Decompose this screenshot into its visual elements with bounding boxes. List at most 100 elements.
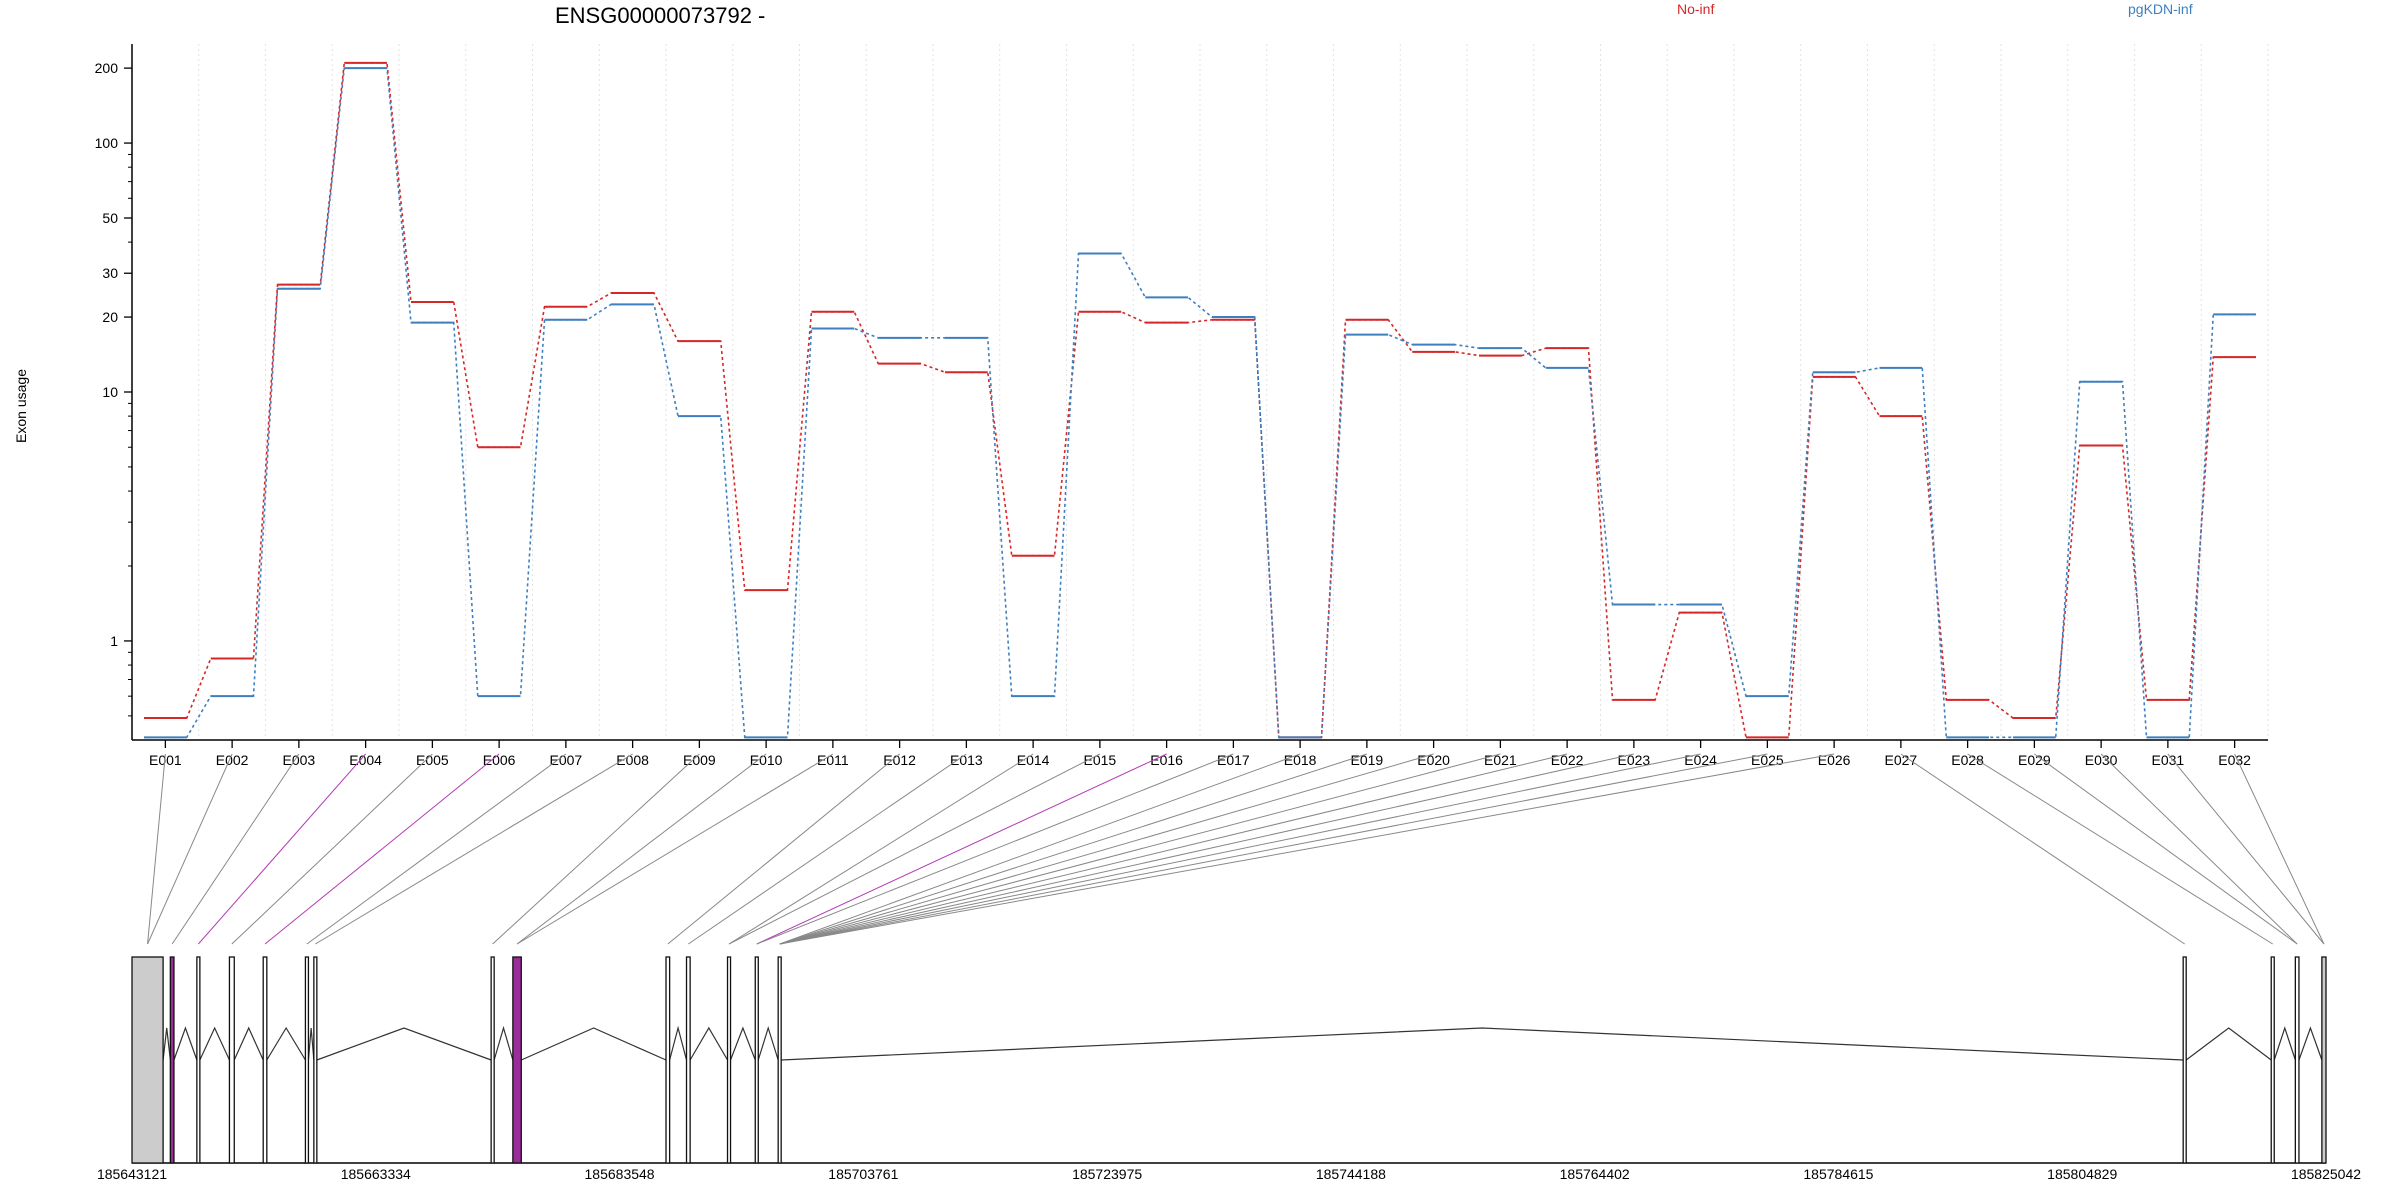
exon-connector [147,753,233,945]
x-tick-label: E006 [483,752,516,768]
series-no-inf [144,61,2256,739]
exon-connector [231,753,433,945]
y-tick-label: 30 [102,265,118,281]
intron [2298,1026,2323,1061]
x-tick-label: E010 [750,752,783,768]
exon-connector [264,753,500,945]
exon-box [262,956,268,1164]
exon-box [2294,956,2300,1164]
x-tick-label: E028 [1951,752,1984,768]
x-tick-label: E024 [1684,752,1717,768]
genomic-tick-label: 185723975 [1072,1166,1142,1182]
exon-connector [306,753,567,945]
x-tick-label: E012 [883,752,916,768]
exon-connector [197,753,367,945]
exon-connector [779,753,1768,945]
exon-box [196,956,201,1164]
exon-box [131,956,164,1164]
gene-model: 185643121 185663334 185683548 185703761 1857… [97,956,2361,1182]
exon-box [2321,956,2327,1164]
exon-connector [1967,753,2273,945]
x-tick-label: E004 [349,752,382,768]
intron [669,1025,688,1061]
intron [689,1026,729,1061]
x-tick-label: E026 [1818,752,1851,768]
exon-connector [171,753,300,945]
x-tick-label: E027 [1885,752,1918,768]
exon-connector [756,753,1234,945]
series-line [144,67,2256,739]
y-tick-label: 200 [95,60,119,76]
x-tick-label: E011 [817,752,849,768]
intron [781,1027,2184,1061]
exon-connector [688,753,967,945]
x-tick-label: E022 [1551,752,1584,768]
plot-area: 1 10 20 30 50 100 200 E001 E002 E003 E004 E005 E006 E… [95,44,2269,768]
exon-connector [779,753,1634,945]
exon-connector [516,753,834,945]
intron [2185,1027,2272,1061]
exon-connector [779,753,1501,945]
x-tick-label: E015 [1084,752,1117,768]
y-tick-label: 1 [110,633,118,649]
exon-connector [2034,753,2298,945]
exon-connector [2100,753,2298,945]
exon-connector [1900,753,2185,945]
exon-connector [728,753,1101,945]
exon-box [490,956,495,1164]
legend-no-inf: No-inf [1677,1,1714,17]
x-tick-label: E002 [216,752,249,768]
series-line [144,62,2256,739]
intron [493,1025,514,1061]
genomic-tick-label: 185744188 [1316,1166,1386,1182]
x-tick-label: E014 [1017,752,1050,768]
exon-box [665,956,671,1164]
intron [757,1025,779,1061]
intron [316,1027,492,1061]
x-tick-label: E018 [1284,752,1317,768]
x-tick-label: E019 [1351,752,1384,768]
x-tick-label: E030 [2085,752,2118,768]
y-tick-label: 10 [102,384,118,400]
exon-box [169,956,175,1164]
exon-connector [779,753,1368,945]
exon-connector [667,753,900,945]
exon-box [2182,956,2187,1164]
x-tick-label: E008 [616,752,649,768]
intron [266,1026,306,1061]
genomic-tick-label: 185804829 [2047,1166,2117,1182]
exon-connector [756,753,1167,945]
exon-connector [147,753,166,945]
y-tick-label: 50 [102,210,118,226]
exon-connector [492,753,700,945]
intron [173,1026,198,1061]
x-tick-label: E009 [683,752,716,768]
intron [307,1027,315,1061]
exon-box [313,956,318,1164]
genomic-tick-label: 185663334 [341,1166,411,1182]
exon-box [512,956,522,1164]
legend-pgkdn-inf: pgKDN-inf [2128,1,2193,17]
exon-box [777,956,782,1164]
genomic-tick-label: 185683548 [585,1166,655,1182]
exon-box [685,956,691,1164]
exon-connector [2167,753,2325,945]
x-tick-label: E029 [2018,752,2051,768]
exon-box [2270,956,2275,1164]
y-tick-label: 20 [102,309,118,325]
intron [2273,1026,2296,1061]
y-axis-label: Exon usage [13,369,29,443]
exon-box [726,956,732,1164]
x-tick-label: E005 [416,752,449,768]
exon-connector [516,753,767,945]
intron [233,1026,264,1061]
series-pgkdn-inf [144,67,2256,739]
genomic-tick-label: 185784615 [1803,1166,1873,1182]
x-tick-label: E017 [1217,752,1250,768]
x-tick-label: E016 [1150,752,1183,768]
exon-connector [2234,753,2325,945]
intron [162,1027,171,1061]
y-tick-label: 100 [95,135,119,151]
exon-box [228,956,235,1164]
